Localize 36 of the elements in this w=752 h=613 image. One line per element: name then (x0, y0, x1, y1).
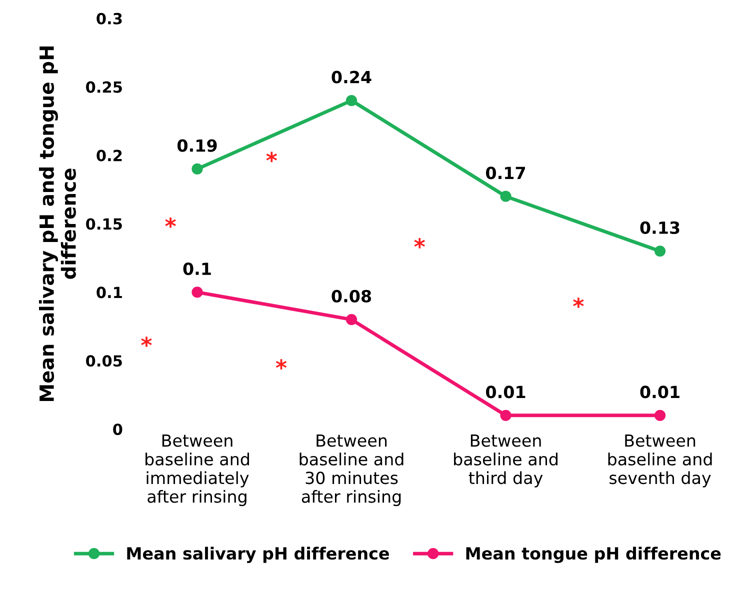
annotation: * (266, 152, 277, 162)
x-tick-label: Between baseline and third day (454, 434, 558, 488)
x-tick-label: Between baseline and seventh day (608, 434, 712, 488)
y-tick-label: 0.3 (96, 12, 122, 24)
legend-label: Mean salivary pH difference (127, 546, 389, 564)
y-tick-label: 0.25 (86, 81, 122, 93)
point (192, 286, 203, 298)
data-label: 0.08 (332, 290, 372, 302)
point (346, 314, 358, 326)
data-label: 0.17 (486, 166, 526, 180)
annotation: * (165, 217, 176, 228)
annotation: * (276, 359, 287, 370)
x-tick-label: Between baseline and 30 minutes after rinsing (300, 434, 404, 506)
point (500, 190, 512, 202)
y-axis-title: Mean salivary pH and tongue pH difference (38, 46, 76, 402)
point (192, 163, 203, 175)
data-label: 0.19 (177, 139, 217, 152)
y-tick-label: 0 (113, 424, 122, 436)
data-label: 0.13 (640, 221, 680, 234)
y-tick-label: 0.05 (86, 355, 122, 367)
point (500, 410, 512, 421)
data-label: 0.01 (486, 386, 526, 398)
y-tick-label: 0.2 (96, 150, 122, 162)
annotation: * (141, 336, 152, 347)
point (654, 246, 666, 257)
data-label: 0.1 (183, 262, 211, 276)
data-label: 0.24 (332, 70, 372, 84)
annotation: * (573, 298, 584, 308)
y-tick-label: 0.15 (86, 218, 122, 230)
point (346, 94, 358, 106)
y-tick-label: 0.1 (96, 286, 122, 298)
data-label: 0.01 (640, 386, 680, 398)
x-tick-label: Between baseline and immediately after rinsing (146, 434, 249, 506)
point (654, 410, 666, 421)
legend-label: Mean tongue pH difference (466, 546, 721, 564)
annotation: * (414, 238, 425, 248)
